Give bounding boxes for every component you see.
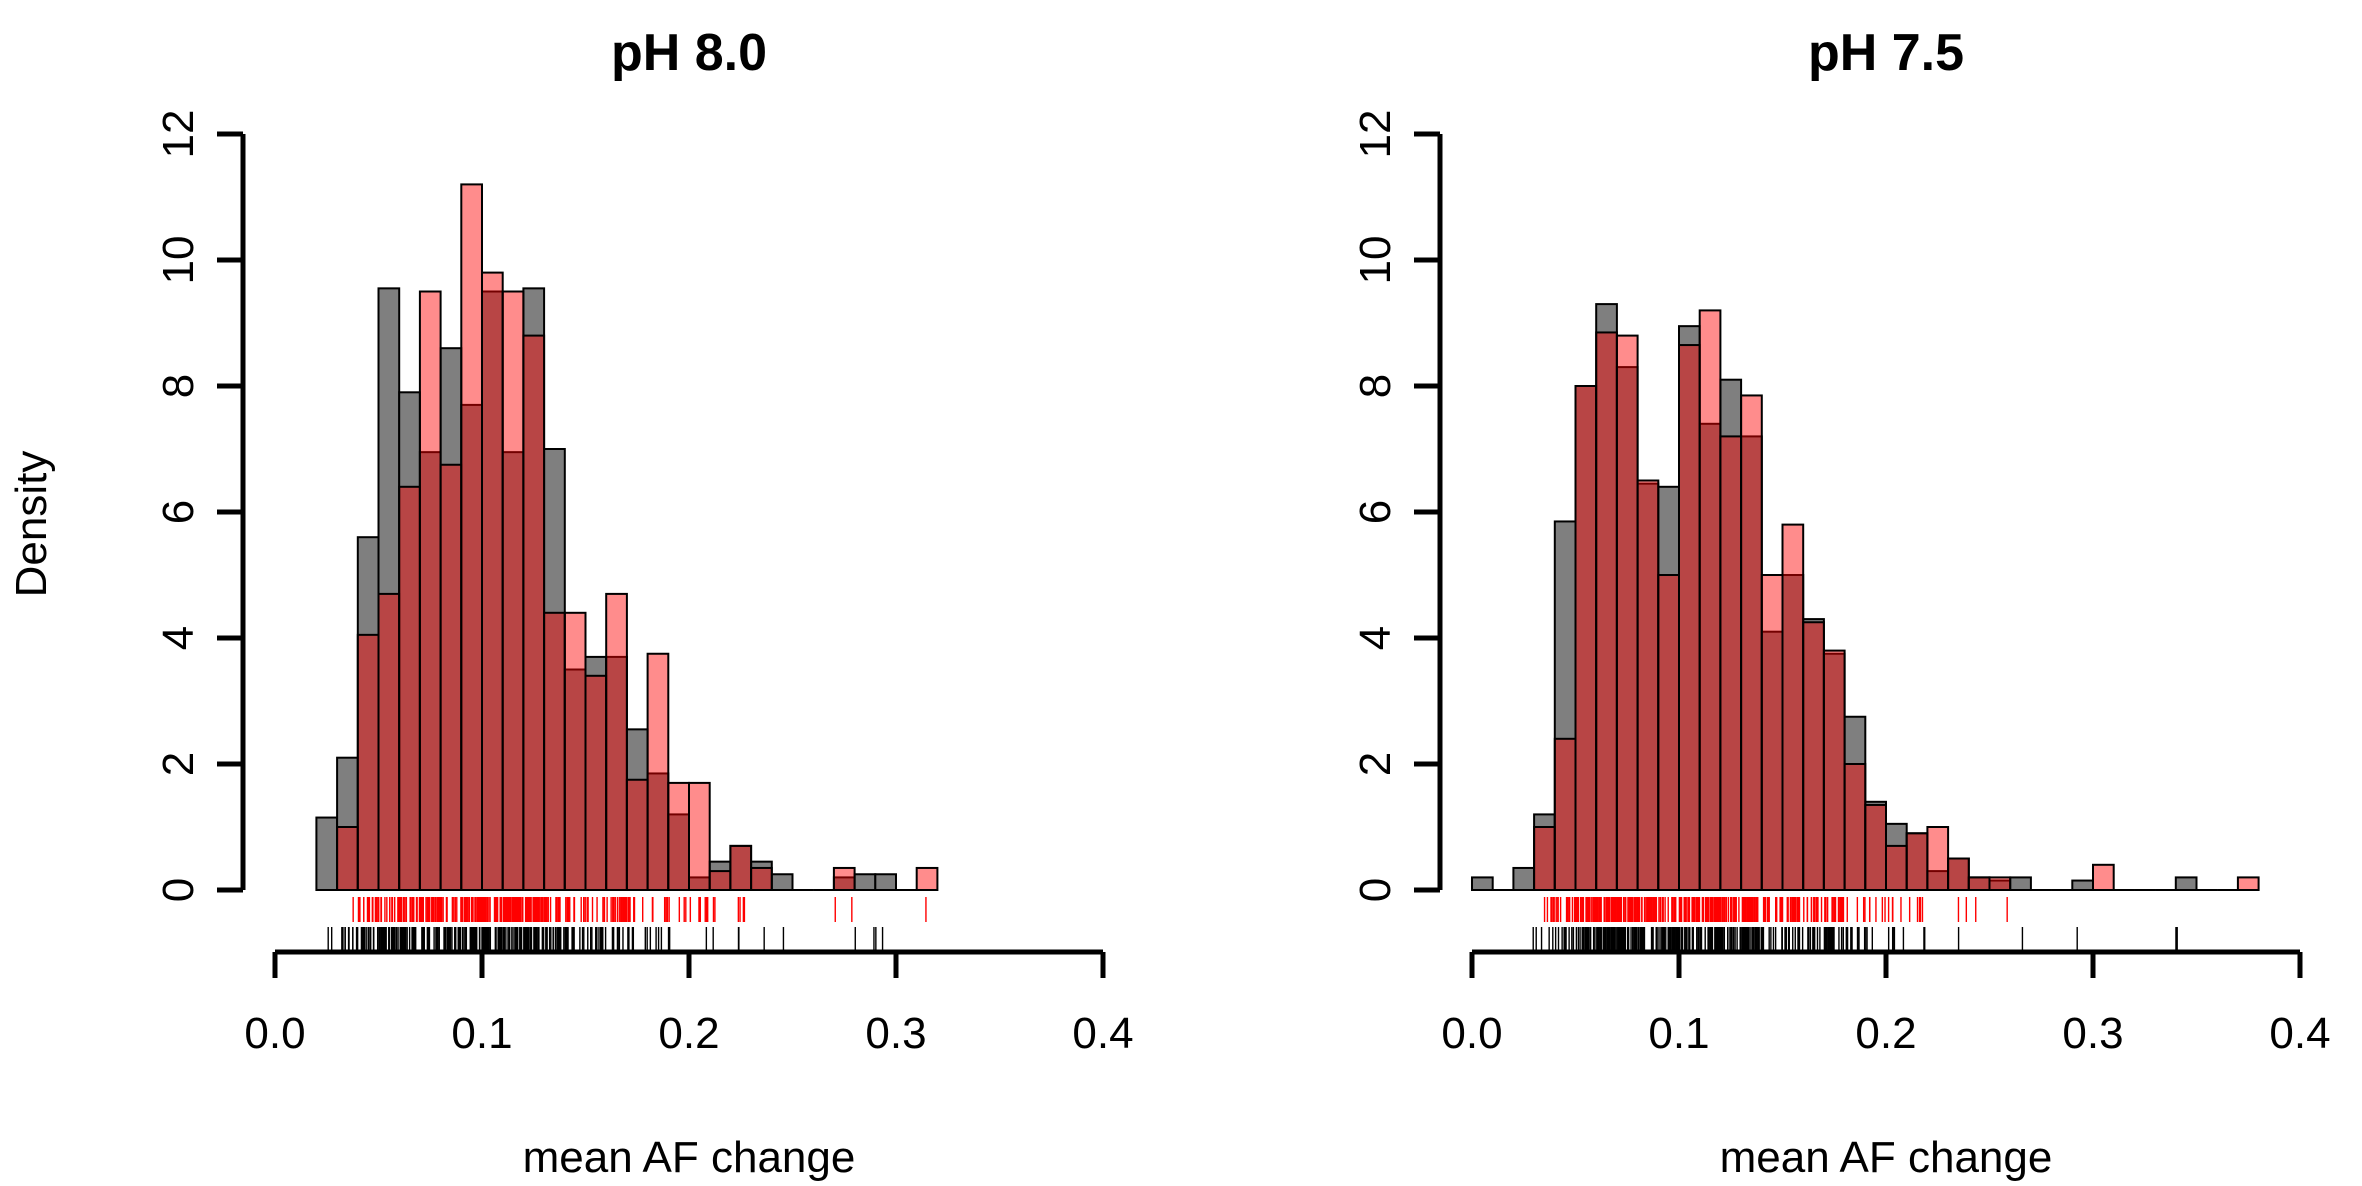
x-tick-label: 0.3 [2062,1009,2123,1058]
red-bar [356,633,380,891]
red-bar [1678,344,1701,891]
grey-bar [770,873,794,891]
red-bar [1781,523,1805,891]
red-bar [460,183,483,891]
red-bar [915,866,939,892]
x-tick-label: 0.2 [658,1009,719,1058]
red-bar [1719,435,1743,891]
y-tick-label: 8 [1351,374,1400,398]
red-bar [1740,394,1763,891]
x-tick-label: 0.0 [244,1009,305,1058]
red-bar [1553,737,1577,891]
red-bar [1636,479,1660,891]
x-tick-label: 0.0 [1441,1009,1502,1058]
panel-ph-7-5: 0 2 4 6 8 10 12 0.0 0.1 0.2 0.3 0.4 pH 7.5 mean AF … [1351,24,2331,1182]
red-bar [832,866,856,892]
red-bar [646,652,670,891]
red-bar [1864,803,1888,892]
red-bar [1698,309,1722,891]
x-axis: 0.0 0.1 0.2 0.3 0.4 [244,949,1134,1058]
red-bar [584,674,608,891]
y-tick-label: 12 [1351,110,1400,159]
grey-bar [315,816,339,891]
x-tick-label: 0.4 [1072,1009,1133,1058]
red-bar [729,844,753,892]
red-bar [1926,826,1950,891]
red-bar [543,611,566,891]
red-bar [1533,826,1556,891]
grey-bar [1471,876,1494,892]
y-tick-label: 2 [154,752,203,776]
y-tick-label: 4 [154,626,203,650]
y-axis: 0 2 4 6 8 10 12 [154,110,246,902]
red-bar [1905,832,1929,891]
red-bar [688,781,711,892]
y-tick-label: 6 [1351,500,1400,524]
red-bar [1822,649,1846,891]
red-bar [2092,863,2115,891]
red-bar [1595,331,1618,891]
panel-ph-8-0: 0 2 4 6 8 10 12 0.0 0.1 0.2 0.3 0.4 pH 8.0 mean AF … [154,24,1134,1182]
red-bar [1967,876,1991,892]
red-bar [336,826,359,891]
x-tick-label: 0.2 [1855,1009,1916,1058]
red-bar [1988,876,2012,892]
red-bar [398,485,421,891]
red-bar [1760,574,1784,891]
y-tick-label: 0 [1351,878,1400,902]
panel-title: pH 7.5 [1808,24,1964,82]
y-tick-label: 6 [154,500,203,524]
red-bar [625,778,649,891]
y-tick-label: 10 [154,236,203,285]
y-tick-label: 10 [1351,236,1400,285]
red-bar [439,463,463,891]
x-axis-label: mean AF change [523,1133,856,1181]
y-axis: 0 2 4 6 8 10 12 [1351,110,1443,902]
x-axis-label: mean AF change [1720,1133,2053,1181]
grey-bar [874,873,897,891]
red-bar [1802,621,1825,891]
y-tick-label: 4 [1351,626,1400,650]
red-bar [1885,844,1908,892]
y-tick-label: 8 [154,374,203,398]
red-bar [501,290,525,891]
y-tick-label: 2 [1351,752,1400,776]
red-bar [750,866,773,892]
red-bar [563,611,587,891]
red-bar [1615,334,1639,892]
x-tick-label: 0.4 [2269,1009,2330,1058]
red-bar [2236,876,2260,892]
red-bar [522,334,546,892]
grey-bar [1512,866,1536,892]
grey-bar [2174,876,2198,892]
x-tick-label: 0.1 [451,1009,512,1058]
red-bar [377,592,401,892]
panel-title: pH 8.0 [611,24,767,82]
y-axis-label: Density [7,451,56,598]
red-bar [667,781,690,892]
red-bar [481,271,504,892]
x-axis: 0.0 0.1 0.2 0.3 0.4 [1441,949,2331,1058]
y-tick-label: 0 [154,878,203,902]
red-bar [418,290,442,891]
red-bar [1657,574,1681,891]
red-bar [1574,385,1598,891]
x-tick-label: 0.3 [865,1009,926,1058]
red-bar [1843,763,1867,891]
red-bar [605,592,628,892]
red-bar [708,870,732,891]
grey-bar [2071,879,2095,891]
grey-bar [853,873,877,891]
y-tick-label: 12 [154,110,203,159]
x-tick-label: 0.1 [1648,1009,1709,1058]
red-bar [1947,857,1970,891]
grey-bar [2009,876,2032,892]
